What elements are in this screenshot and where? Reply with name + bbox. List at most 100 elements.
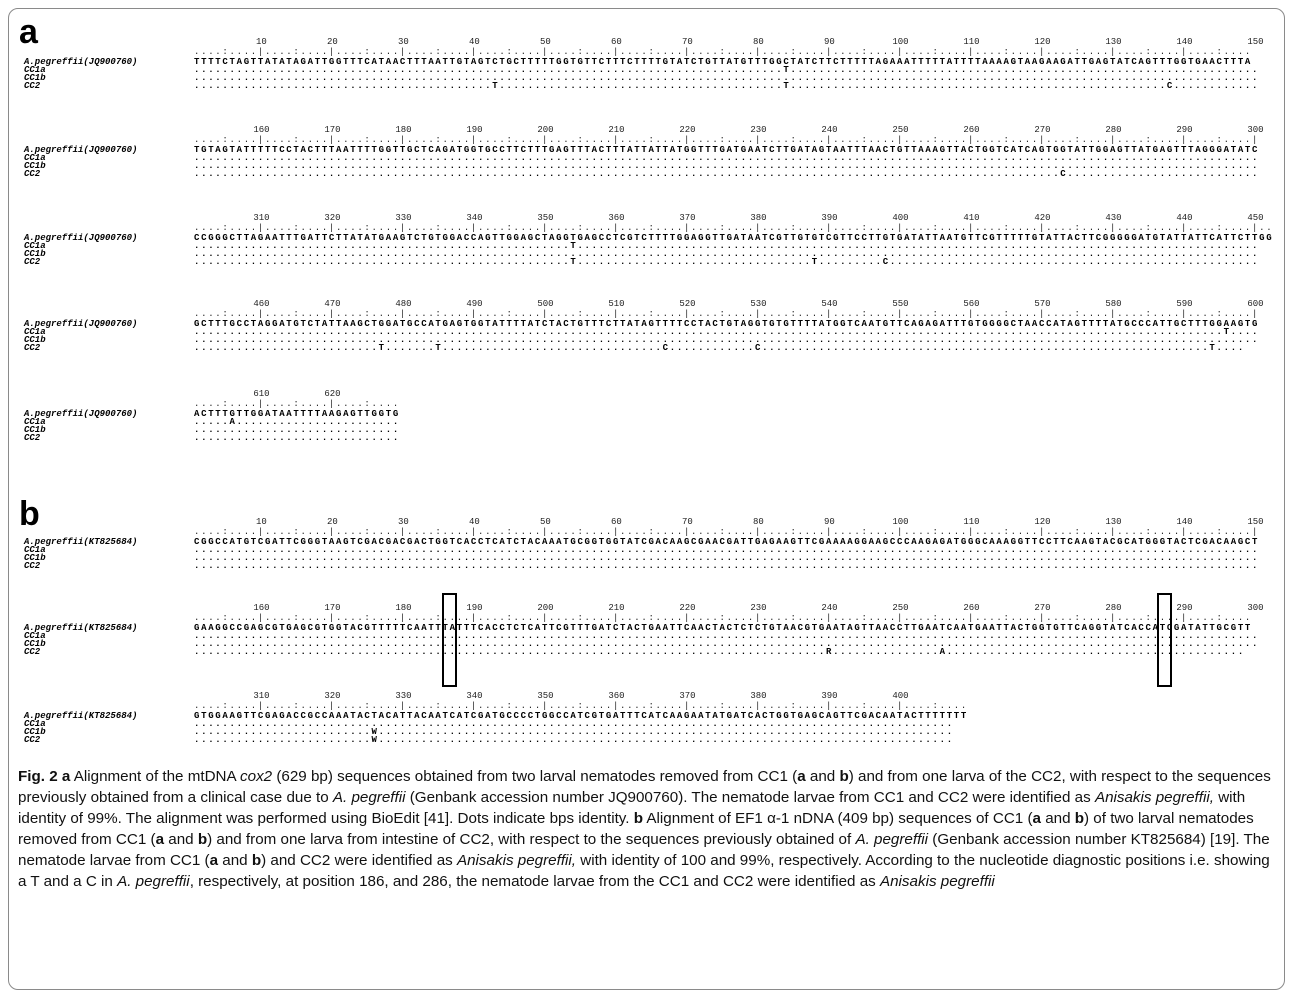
- ruler-number: 540: [821, 299, 838, 309]
- caption-and: and: [805, 768, 840, 785]
- ruler-ticks: ....:....|....:....|....:....|....:....|…: [194, 223, 1274, 233]
- sequence-row: ........................................…: [194, 561, 1260, 571]
- caption-a-ref4: a: [209, 852, 219, 869]
- sequence-label: A.pegreffii(JQ900760): [24, 57, 138, 67]
- caption-species-full2: Anisakis pegreffii,: [456, 852, 577, 869]
- ruler-number: 200: [537, 125, 554, 135]
- ruler-number: 500: [537, 299, 554, 309]
- sequence-label: A.pegreffii(KT825684): [24, 537, 138, 547]
- ruler-ticks: ....:....|....:....|....:....|....:....|…: [194, 135, 1260, 145]
- ruler-number: 550: [892, 299, 909, 309]
- sequence-label: CC1b: [24, 335, 46, 345]
- caption-and2: and: [1040, 810, 1075, 827]
- caption-p8: ) of two larval nematodes removed from C…: [18, 810, 1254, 848]
- sequence-label: A.pegreffii(KT825684): [24, 623, 138, 633]
- ruler-number: 520: [679, 299, 696, 309]
- caption-b-ref: b: [839, 768, 849, 785]
- ruler-number: 130: [1105, 517, 1122, 527]
- sequence-label: CC1b: [24, 553, 46, 563]
- ruler-number: 30: [398, 517, 409, 527]
- ruler-ticks: ....:....|....:....|....:....|....:....|…: [194, 47, 1253, 57]
- caption-and3: and: [164, 831, 198, 848]
- ruler-number: 410: [963, 213, 980, 223]
- sequence-row: ........................................…: [194, 241, 1260, 251]
- ruler-number: 180: [395, 125, 412, 135]
- ruler-number: 90: [824, 517, 835, 527]
- ruler-number: 210: [608, 603, 625, 613]
- sequence-row: GAAGGCCGAGCGTGAGCGTGGTACGTTTTTCAATTTATTT…: [194, 623, 1253, 633]
- ruler-number: 160: [253, 125, 270, 135]
- ruler-number: 280: [1105, 603, 1122, 613]
- ruler-number: 120: [1034, 517, 1051, 527]
- sequence-label: CC1a: [24, 65, 46, 75]
- sequence-label: CC1b: [24, 425, 46, 435]
- caption-species2: A. pegreffii: [855, 831, 929, 848]
- ruler-number: 600: [1247, 299, 1264, 309]
- ruler-number: 350: [537, 213, 554, 223]
- ruler-number: 30: [398, 37, 409, 47]
- ruler-number: 350: [537, 691, 554, 701]
- sequence-label: CC2: [24, 561, 41, 571]
- sequence-row: ........................................…: [194, 81, 1260, 91]
- ruler-number: 400: [892, 213, 909, 223]
- sequence-row: .....A.......................: [194, 417, 400, 427]
- ruler-number: 320: [324, 213, 341, 223]
- sequence-row: CCGGGCTTAGAATTTGATTCTTATATGAAGTCTGTGGACC…: [194, 233, 1274, 243]
- sequence-row: ........................................…: [194, 153, 1260, 163]
- caption-species3: A. pegreffii: [117, 873, 190, 890]
- ruler-ticks: ....:....|....:....|....:....|....:....|…: [194, 701, 968, 711]
- ruler-number: 380: [750, 691, 767, 701]
- ruler-number: 360: [608, 691, 625, 701]
- sequence-row: .........................W..............…: [194, 727, 954, 737]
- ruler-number: 20: [327, 37, 338, 47]
- ruler-number: 70: [682, 517, 693, 527]
- sequence-row: ........................................…: [194, 169, 1260, 179]
- ruler-number: 190: [466, 603, 483, 613]
- sequence-row: ........................................…: [194, 257, 1260, 267]
- figure-frame: a 10 20 30 40 50 60 70 80 90 100 110 120 130 140 150..…: [8, 8, 1285, 990]
- ruler-number: 270: [1034, 125, 1051, 135]
- sequence-label: CC1a: [24, 241, 46, 251]
- caption-gene: cox2: [240, 768, 273, 785]
- ruler-number: 270: [1034, 603, 1051, 613]
- ruler-number: 300: [1247, 125, 1264, 135]
- ruler-number: 260: [963, 603, 980, 613]
- caption-and4: and: [218, 852, 252, 869]
- ruler-number: 530: [750, 299, 767, 309]
- ruler-ticks: ....:....|....:....|....:....: [194, 399, 400, 409]
- ruler-number: 260: [963, 125, 980, 135]
- ruler-number: 190: [466, 125, 483, 135]
- caption-p11: ) and CC2 were identified as: [261, 852, 457, 869]
- ruler-number: 590: [1176, 299, 1193, 309]
- ruler-number: 50: [540, 37, 551, 47]
- ruler-number: 610: [253, 389, 270, 399]
- ruler-number: 200: [537, 603, 554, 613]
- sequence-row: ........................................…: [194, 545, 1260, 555]
- ruler-number: 220: [679, 603, 696, 613]
- caption-p9: ) and from one larva from intestine of C…: [207, 831, 856, 848]
- sequence-row: TGTAGTATTTTTCCTACTTTAATTTTGGTTGCTCAGATGG…: [194, 145, 1260, 155]
- ruler-number: 340: [466, 213, 483, 223]
- ruler-number: 170: [324, 603, 341, 613]
- caption-b-ref4: b: [251, 852, 262, 869]
- sequence-label: A.pegreffii(JQ900760): [24, 319, 138, 329]
- sequence-row: ..........................T.......T.....…: [194, 343, 1245, 353]
- sequence-label: A.pegreffii(JQ900760): [24, 145, 138, 155]
- ruler-number: 370: [679, 691, 696, 701]
- ruler-number: 60: [611, 517, 622, 527]
- sequence-row: .............................: [194, 425, 400, 435]
- ruler-number: 420: [1034, 213, 1051, 223]
- ruler-number: 40: [469, 517, 480, 527]
- sequence-label: CC2: [24, 647, 41, 657]
- sequence-label: CC1b: [24, 727, 46, 737]
- figure-caption: Fig. 2 a Alignment of the mtDNA cox2 (62…: [18, 766, 1278, 892]
- sequence-label: CC1b: [24, 73, 46, 83]
- ruler-number: 130: [1105, 37, 1122, 47]
- ruler-number: 570: [1034, 299, 1051, 309]
- ruler-number: 60: [611, 37, 622, 47]
- sequence-label: CC2: [24, 343, 41, 353]
- ruler-number: 170: [324, 125, 341, 135]
- sequence-label: CC2: [24, 735, 41, 745]
- ruler-number: 120: [1034, 37, 1051, 47]
- ruler-number: 110: [963, 37, 980, 47]
